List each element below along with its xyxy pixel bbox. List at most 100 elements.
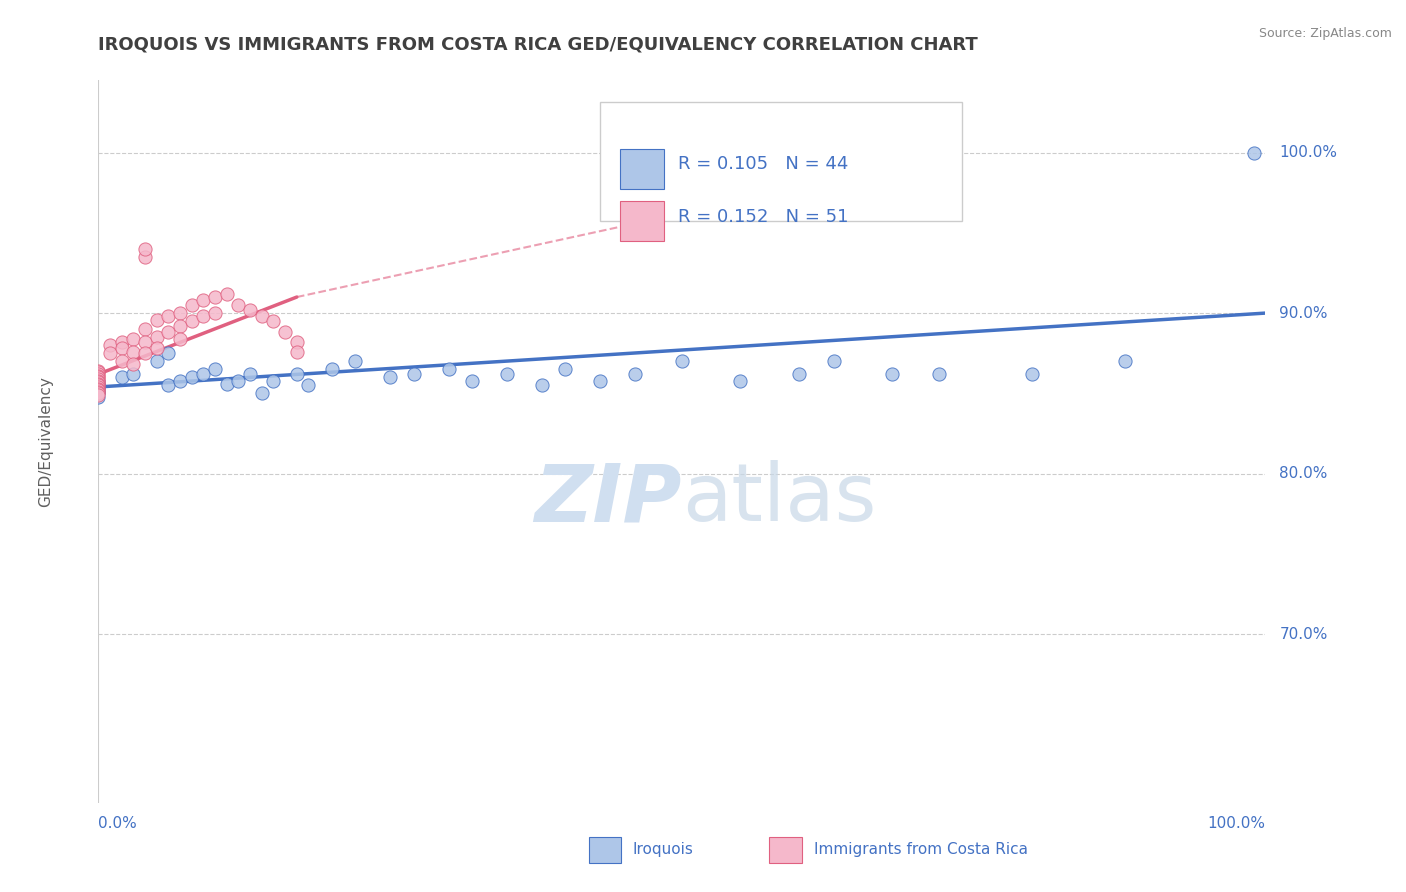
Point	[928, 367, 950, 381]
Point	[87, 386, 110, 401]
Point	[87, 372, 110, 386]
Point	[146, 330, 169, 344]
Point	[1114, 354, 1136, 368]
Point	[180, 314, 202, 328]
Point	[215, 286, 238, 301]
Point	[380, 370, 402, 384]
Point	[169, 374, 191, 388]
Point	[98, 346, 121, 360]
Point	[111, 370, 134, 384]
Text: 80.0%: 80.0%	[1279, 467, 1327, 481]
Text: R = 0.105   N = 44: R = 0.105 N = 44	[679, 155, 849, 173]
Text: 100.0%: 100.0%	[1208, 815, 1265, 830]
Point	[285, 367, 308, 381]
Point	[122, 344, 145, 359]
Point	[111, 354, 134, 368]
Point	[146, 312, 169, 326]
Point	[285, 344, 308, 359]
Point	[134, 334, 156, 349]
Point	[87, 367, 110, 381]
Point	[402, 367, 425, 381]
Point	[87, 364, 110, 378]
Point	[122, 367, 145, 381]
Text: Iroquois: Iroquois	[633, 842, 693, 857]
Point	[87, 368, 110, 383]
Point	[87, 384, 110, 399]
Point	[193, 367, 215, 381]
Point	[730, 374, 752, 388]
Point	[624, 367, 647, 381]
Point	[87, 375, 110, 389]
Point	[122, 332, 145, 346]
Text: 100.0%: 100.0%	[1279, 145, 1337, 160]
Point	[262, 374, 284, 388]
Point	[134, 346, 156, 360]
Point	[134, 250, 156, 264]
Point	[87, 382, 110, 396]
Point	[87, 378, 110, 392]
Point	[157, 310, 180, 324]
Point	[169, 332, 191, 346]
Point	[122, 358, 145, 372]
Point	[228, 374, 250, 388]
Point	[180, 370, 202, 384]
Point	[823, 354, 845, 368]
Text: 0.0%: 0.0%	[98, 815, 138, 830]
Point	[437, 362, 460, 376]
Point	[180, 298, 202, 312]
Point	[589, 374, 612, 388]
Point	[671, 354, 693, 368]
Point	[87, 390, 110, 404]
Point	[204, 362, 226, 376]
Point	[880, 367, 903, 381]
Point	[87, 380, 110, 394]
Point	[193, 310, 215, 324]
Point	[204, 306, 226, 320]
Point	[87, 380, 110, 394]
Point	[274, 326, 297, 340]
Point	[461, 374, 484, 388]
Point	[134, 322, 156, 336]
Text: 90.0%: 90.0%	[1279, 306, 1327, 320]
Text: atlas: atlas	[682, 460, 876, 539]
Point	[87, 374, 110, 388]
Text: Immigrants from Costa Rica: Immigrants from Costa Rica	[814, 842, 1028, 857]
Point	[344, 354, 367, 368]
Point	[157, 346, 180, 360]
Point	[787, 367, 810, 381]
Text: GED/Equivalency: GED/Equivalency	[38, 376, 53, 507]
Bar	[769, 838, 801, 863]
Point	[87, 384, 110, 399]
Point	[169, 318, 191, 333]
FancyBboxPatch shape	[600, 102, 962, 221]
Text: Source: ZipAtlas.com: Source: ZipAtlas.com	[1258, 27, 1392, 40]
Point	[134, 242, 156, 256]
Point	[87, 378, 110, 392]
Point	[87, 374, 110, 388]
Point	[204, 290, 226, 304]
Point	[321, 362, 343, 376]
Bar	[620, 202, 665, 241]
Point	[239, 302, 262, 317]
Point	[111, 334, 134, 349]
Point	[146, 354, 169, 368]
Text: IROQUOIS VS IMMIGRANTS FROM COSTA RICA GED/EQUIVALENCY CORRELATION CHART: IROQUOIS VS IMMIGRANTS FROM COSTA RICA G…	[98, 36, 979, 54]
Bar	[589, 838, 621, 863]
Point	[87, 382, 110, 396]
Point	[496, 367, 519, 381]
Text: ZIP: ZIP	[534, 460, 682, 539]
Point	[111, 342, 134, 356]
Point	[87, 376, 110, 391]
Point	[285, 334, 308, 349]
Point	[554, 362, 576, 376]
Point	[157, 326, 180, 340]
Point	[228, 298, 250, 312]
Point	[1021, 367, 1043, 381]
Point	[530, 378, 553, 392]
Point	[146, 342, 169, 356]
Point	[250, 310, 273, 324]
Point	[87, 370, 110, 384]
Point	[215, 376, 238, 391]
Point	[157, 378, 180, 392]
Text: 70.0%: 70.0%	[1279, 627, 1327, 641]
